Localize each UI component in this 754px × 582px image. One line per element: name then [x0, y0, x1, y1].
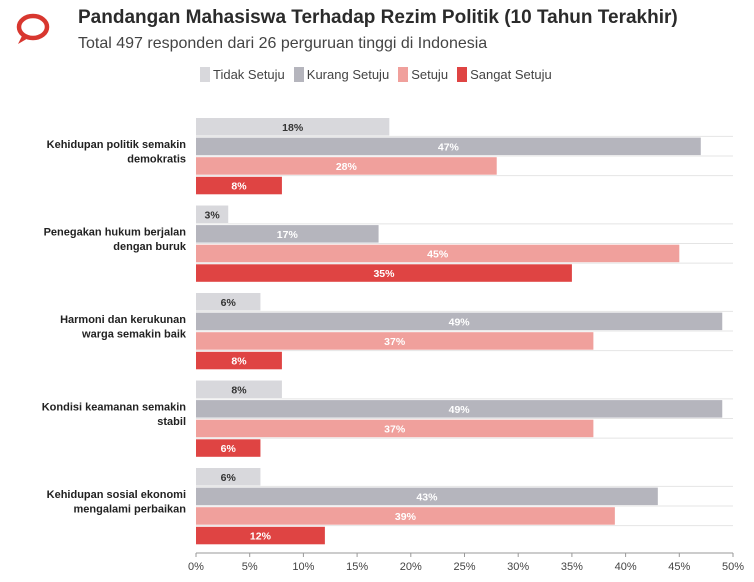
- data-label: 43%: [416, 491, 438, 503]
- bar-tidak-setuju: [196, 380, 282, 398]
- legend-swatch: [457, 67, 468, 82]
- data-label: 6%: [221, 472, 237, 484]
- bar-tidak-setuju: [196, 293, 261, 311]
- data-label: 8%: [231, 181, 247, 193]
- category-label: Kondisi keamanan semakin: [42, 402, 187, 414]
- data-label: 37%: [384, 423, 406, 435]
- legend: Tidak Setuju Kurang Setuju Setuju Sangat…: [200, 67, 552, 82]
- bar-kurang-setuju: [196, 400, 723, 418]
- data-label: 17%: [277, 229, 299, 241]
- data-label: 8%: [231, 384, 247, 396]
- x-tick-label: 10%: [292, 561, 314, 573]
- data-label: 37%: [384, 336, 406, 348]
- data-label: 45%: [427, 248, 449, 260]
- x-tick-label: 15%: [346, 561, 368, 573]
- data-label: 47%: [438, 141, 460, 153]
- data-label: 49%: [449, 404, 471, 416]
- x-tick-label: 40%: [615, 561, 637, 573]
- data-label: 18%: [282, 122, 304, 134]
- chart-title: Pandangan Mahasiswa Terhadap Rezim Polit…: [78, 7, 678, 28]
- bar-sangat-setuju: [196, 264, 572, 282]
- category-label: Kehidupan sosial ekonomi: [47, 489, 186, 501]
- legend-item-kurang-setuju[interactable]: Kurang Setuju: [293, 67, 390, 82]
- bar-sangat-setuju: [196, 351, 282, 370]
- legend-label: Kurang Setuju: [306, 67, 390, 82]
- category-label: Harmoni dan kerukunan: [60, 314, 186, 326]
- x-tick-label: 50%: [722, 561, 744, 573]
- bar-tidak-setuju: [196, 468, 261, 486]
- bar-setuju: [196, 507, 615, 525]
- category-label: Penegakan hukum berjalan: [44, 227, 187, 239]
- legend-label: Tidak Setuju: [213, 67, 285, 82]
- x-tick-label: 20%: [400, 561, 422, 573]
- bar-kurang-setuju: [196, 312, 723, 331]
- data-label: 28%: [336, 161, 358, 173]
- bar-tidak-setuju: [196, 118, 390, 136]
- data-label: 35%: [373, 268, 395, 280]
- legend-swatch: [200, 67, 210, 82]
- data-label: 3%: [205, 209, 221, 221]
- legend-item-sangat-setuju[interactable]: Sangat Setuju: [457, 67, 552, 82]
- bar-kurang-setuju: [196, 487, 658, 506]
- x-tick-label: 0%: [188, 561, 204, 573]
- legend-label: Sangat Setuju: [470, 67, 552, 82]
- category-label: Kehidupan politik semakin: [47, 139, 187, 151]
- x-tick-label: 45%: [668, 561, 690, 573]
- bar-setuju: [196, 419, 594, 438]
- legend-item-tidak-setuju[interactable]: Tidak Setuju: [200, 67, 285, 82]
- category-label: stabil: [157, 416, 186, 428]
- data-label: 6%: [221, 443, 237, 455]
- bar-setuju: [196, 332, 594, 350]
- data-label: 6%: [221, 297, 237, 309]
- data-label: 39%: [395, 511, 417, 523]
- chart-subtitle: Total 497 responden dari 26 perguruan ti…: [78, 35, 488, 52]
- x-tick-label: 5%: [242, 561, 258, 573]
- legend-swatch: [398, 67, 409, 82]
- x-tick-label: 30%: [507, 561, 529, 573]
- bar-sangat-setuju: [196, 176, 282, 195]
- bar-sangat-setuju: [196, 439, 261, 457]
- bar-setuju: [196, 244, 680, 263]
- legend-label: Setuju: [411, 67, 449, 82]
- data-label: 12%: [250, 531, 272, 543]
- data-label: 8%: [231, 356, 247, 368]
- category-label: warga semakin baik: [81, 329, 187, 341]
- bar-kurang-setuju: [196, 225, 379, 243]
- category-label: demokratis: [127, 154, 186, 166]
- bar-tidak-setuju: [196, 205, 229, 223]
- category-label: dengan buruk: [113, 241, 187, 253]
- bar-kurang-setuju: [196, 137, 701, 156]
- legend-swatch: [293, 67, 304, 82]
- x-tick-label: 35%: [561, 561, 583, 573]
- data-label: 49%: [449, 316, 471, 328]
- legend-item-setuju[interactable]: Setuju: [398, 67, 448, 82]
- bar-setuju: [196, 157, 497, 175]
- category-label: mengalami perbaikan: [74, 504, 187, 516]
- bar-sangat-setuju: [196, 526, 325, 545]
- x-tick-label: 25%: [453, 561, 475, 573]
- speech-bubble-icon: [16, 13, 50, 44]
